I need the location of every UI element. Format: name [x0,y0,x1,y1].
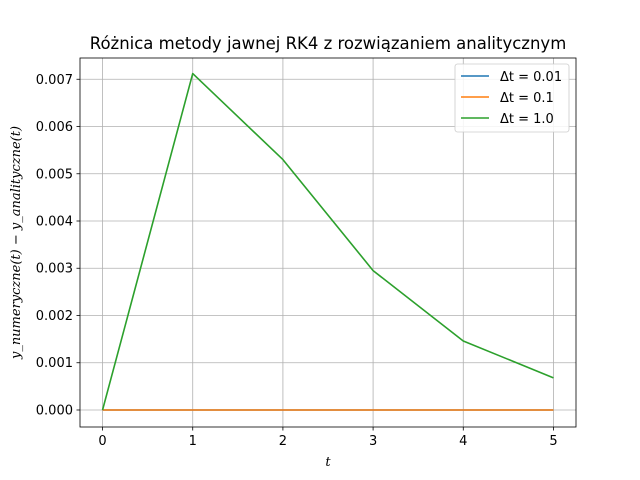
series-lines [101,72,554,411]
x-tick-label: 5 [549,434,557,449]
series-line-3 [101,72,554,411]
y-tick-label: 0.000 [36,403,73,418]
y-tick-label: 0.006 [36,120,73,135]
y-tick-label: 0.003 [36,262,73,277]
legend: Δt = 0.01 Δt = 0.1 Δt = 1.0 [454,63,570,133]
x-tick-label: 4 [459,434,467,449]
x-tick-label: 2 [279,434,287,449]
y-tick-label: 0.005 [36,167,73,182]
y-tick-label: 0.002 [36,309,73,324]
legend-label: Δt = 0.01 [500,70,562,85]
y-tick-label: 0.007 [36,73,73,88]
y-axis-label: y_numeryczne(t) − y_analityczne(t) [9,126,24,360]
chart-title: Różnica metody jawnej RK4 z rozwiązaniem… [90,34,567,53]
x-tick-label: 1 [189,434,197,449]
y-axis-label-text: y_numeryczne(t) − y_analityczne(t) [9,126,24,360]
y-tick-label: 0.001 [36,356,73,371]
y-axis-ticks: 0.000 0.001 0.002 0.003 0.004 0.005 0.006 0.007 [36,73,80,418]
legend-box [454,63,570,133]
x-axis-label: t [325,455,331,470]
x-tick-label: 0 [98,434,106,449]
legend-label: Δt = 0.1 [500,91,554,106]
y-tick-label: 0.004 [36,215,73,230]
x-axis-ticks: 0 1 2 3 4 5 [98,427,558,449]
legend-label: Δt = 1.0 [500,112,554,127]
plot-frame [79,57,577,428]
x-tick-label: 3 [369,434,377,449]
